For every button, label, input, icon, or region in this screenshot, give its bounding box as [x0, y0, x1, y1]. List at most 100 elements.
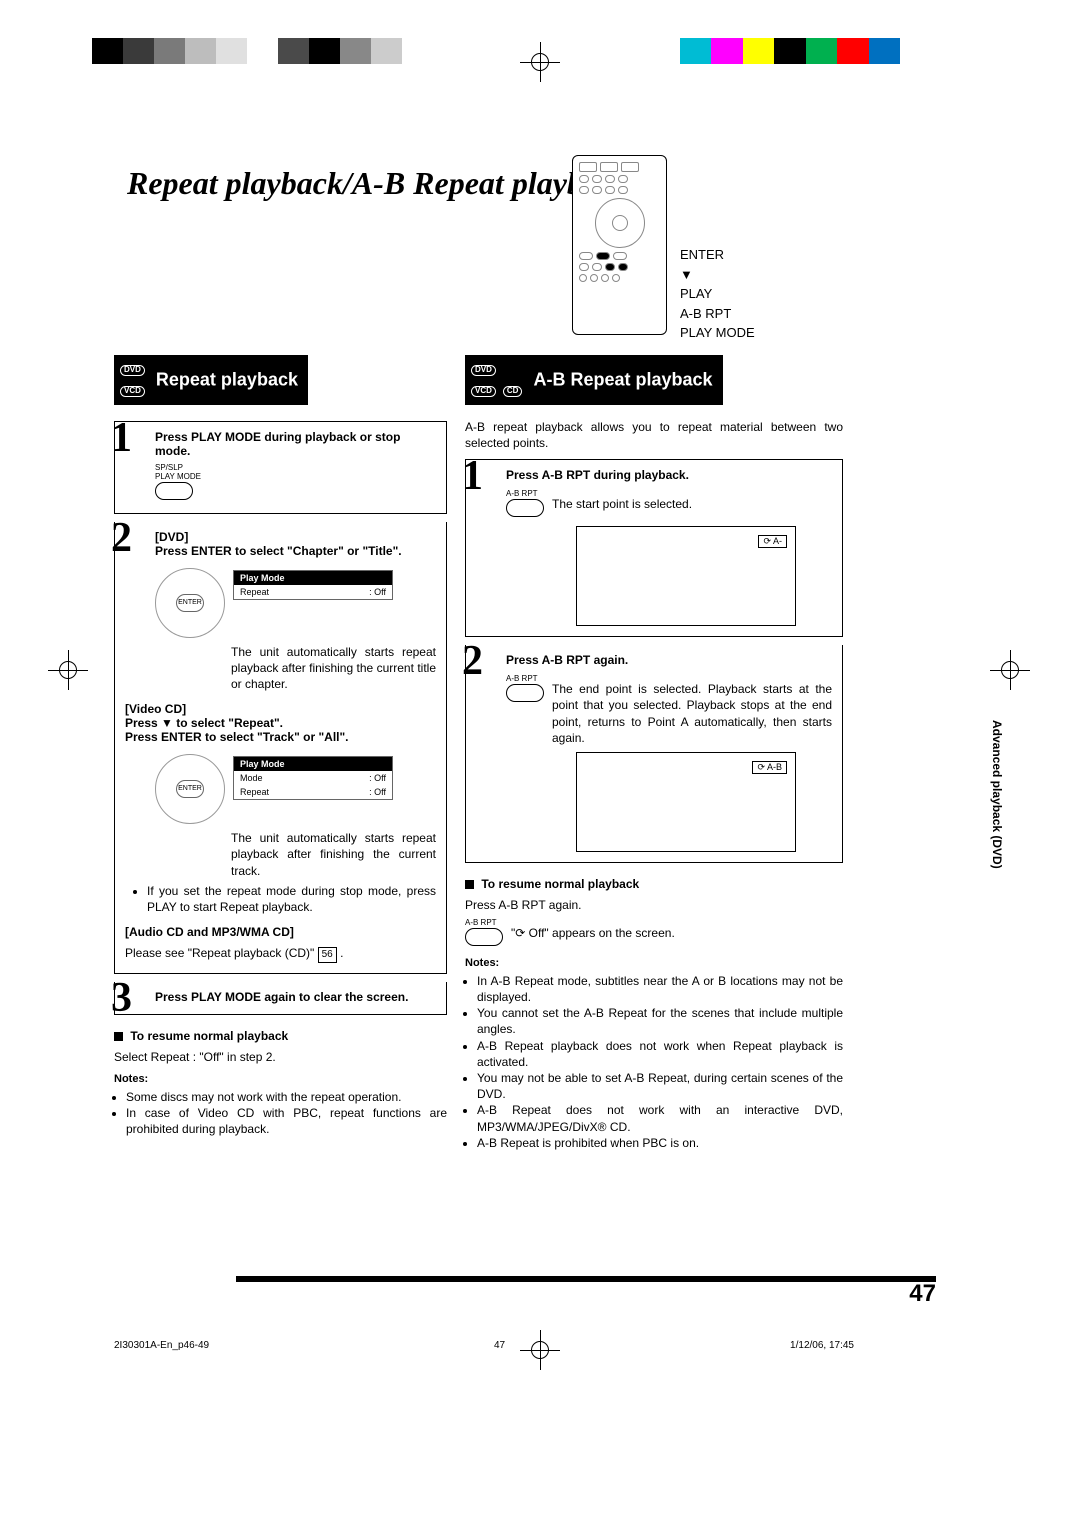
- screen-pane: ⟳ A-: [576, 526, 796, 626]
- enter-label: ENTER: [176, 594, 204, 612]
- step-2-bullet: If you set the repeat mode during stop m…: [147, 883, 436, 915]
- badge-dvd: DVD: [471, 365, 496, 376]
- page-title: Repeat playback/A-B Repeat playback: [127, 165, 629, 202]
- button-label: A-B RPT: [465, 919, 503, 928]
- badge-vcd: VCD: [471, 386, 496, 397]
- step-2-box: 2 [DVD] Press ENTER to select "Chapter" …: [114, 522, 447, 974]
- ab-step-2-box: 2 Press A-B RPT again. A-B RPT The end p…: [465, 645, 843, 863]
- button-label: A-B RPT: [506, 675, 544, 684]
- step-2-vcd-t1: Press ▼ to select "Repeat".: [125, 716, 436, 730]
- abrpt-button-icon: [506, 684, 544, 702]
- pm-key: Repeat: [240, 587, 269, 597]
- cropmark-right: [990, 650, 1030, 690]
- note-item: Some discs may not work with the repeat …: [126, 1089, 447, 1105]
- left-column: DVD VCD Repeat playback 1 Press PLAY MOD…: [114, 355, 447, 1137]
- dpad-icon: ENTER: [155, 754, 225, 824]
- step-3-title: Press PLAY MODE again to clear the scree…: [155, 990, 436, 1004]
- pm-val: : Off: [369, 587, 386, 597]
- ab-step-2-body: The end point is selected. Playback star…: [552, 681, 832, 746]
- step-2-vcd-t2: Press ENTER to select "Track" or "All".: [125, 730, 436, 744]
- ab-step-1-body: The start point is selected.: [552, 496, 832, 512]
- note-item: In case of Video CD with PBC, repeat fun…: [126, 1105, 447, 1137]
- page-number: 47: [909, 1280, 936, 1308]
- note-item: You may not be able to set A-B Repeat, d…: [477, 1070, 843, 1102]
- playmode-button-icon: [155, 482, 193, 500]
- step-number: 1: [111, 414, 132, 462]
- screen-chip: ⟳ A-: [758, 535, 787, 548]
- playmode-panel: Play Mode Repeat : Off: [233, 570, 393, 600]
- vcd-label: [Video CD]: [125, 702, 436, 716]
- pm-key: Mode: [240, 773, 263, 783]
- colorbar-color: [680, 38, 900, 64]
- pm-head: Play Mode: [234, 571, 392, 585]
- resume-heading: To resume normal playback: [465, 877, 843, 891]
- pm-head: Play Mode: [234, 757, 392, 771]
- step-2-vcd-body: The unit automatically starts repeat pla…: [231, 830, 436, 879]
- square-bullet-icon: [465, 880, 474, 889]
- remote-diagram: [572, 155, 667, 335]
- badge-cd: CD: [503, 386, 523, 397]
- step-1-title: Press PLAY MODE during playback or stop …: [155, 430, 436, 458]
- print-footer: 2I30301A-En_p46-49 47 1/12/06, 17:45: [114, 1340, 854, 1351]
- playmode-panel-2: Play Mode Mode: Off Repeat: Off: [233, 756, 393, 800]
- remote-label: PLAY: [680, 284, 755, 304]
- footer-right: 1/12/06, 17:45: [790, 1340, 854, 1351]
- remote-label: ▼: [680, 265, 755, 285]
- step-2-cd-body: Please see "Repeat playback (CD)" 56 .: [125, 945, 436, 963]
- square-bullet-icon: [114, 1032, 123, 1041]
- screen-chip: ⟳ A-B: [752, 761, 787, 774]
- note-item: A-B Repeat playback does not work when R…: [477, 1038, 843, 1070]
- cd-body-text: Please see "Repeat playback (CD)": [125, 946, 318, 960]
- note-item: A-B Repeat does not work with an interac…: [477, 1102, 843, 1134]
- section-title: A-B Repeat playback: [533, 370, 712, 390]
- ab-step-2-title: Press A-B RPT again.: [506, 653, 832, 667]
- resume-heading-text: To resume normal playback: [478, 877, 639, 891]
- section-header-repeat: DVD VCD Repeat playback: [114, 355, 308, 405]
- ab-intro: A-B repeat playback allows you to repeat…: [465, 419, 843, 451]
- step-3-box: 3 Press PLAY MODE again to clear the scr…: [114, 982, 447, 1015]
- remote-label: PLAY MODE: [680, 323, 755, 343]
- cd-label: [Audio CD and MP3/WMA CD]: [125, 925, 436, 939]
- resume-heading-text: To resume normal playback: [127, 1029, 288, 1043]
- notes-list: Some discs may not work with the repeat …: [114, 1089, 447, 1138]
- dvd-label: [DVD]: [155, 530, 436, 544]
- note-item: You cannot set the A-B Repeat for the sc…: [477, 1005, 843, 1037]
- resume-section: To resume normal playback Press A-B RPT …: [465, 877, 843, 949]
- remote-label: A-B RPT: [680, 304, 755, 324]
- note-item: In A-B Repeat mode, subtitles near the A…: [477, 973, 843, 1005]
- footer-mid: 47: [494, 1340, 505, 1351]
- remote-labels: ENTER ▼ PLAY A-B RPT PLAY MODE: [680, 245, 755, 343]
- ab-step-1-title: Press A-B RPT during playback.: [506, 468, 832, 482]
- dpad-icon: ENTER: [155, 568, 225, 638]
- step-2-dvd-title: Press ENTER to select "Chapter" or "Titl…: [155, 544, 436, 558]
- page: Repeat playback/A-B Repeat playback: [0, 0, 1080, 1528]
- button-label: A-B RPT: [506, 490, 544, 499]
- side-section-label: Advanced playback (DVD): [990, 720, 1004, 869]
- badge-dvd: DVD: [120, 365, 145, 376]
- page-ref: 56: [318, 947, 337, 963]
- badge-vcd: VCD: [120, 386, 145, 397]
- pm-key: Repeat: [240, 787, 269, 797]
- step-number: 1: [462, 452, 483, 500]
- pm-val: : Off: [369, 773, 386, 783]
- cropmark-top: [520, 42, 560, 82]
- enter-label: ENTER: [176, 780, 204, 798]
- button-label-bot: PLAY MODE: [155, 473, 436, 482]
- abrpt-button-icon: [506, 499, 544, 517]
- colorbar-grayscale: [92, 38, 402, 64]
- resume-off-text: "⟳ Off" appears on the screen.: [511, 925, 843, 941]
- resume-body: Select Repeat : "Off" in step 2.: [114, 1049, 447, 1065]
- notes-heading: Notes:: [114, 1073, 447, 1085]
- abrpt-button-icon: [465, 928, 503, 946]
- cropmark-left: [48, 650, 88, 690]
- page-number-rule: [236, 1276, 936, 1282]
- ab-step-1-box: 1 Press A-B RPT during playback. A-B RPT…: [465, 459, 843, 637]
- resume-body: Press A-B RPT again.: [465, 897, 843, 913]
- footer-left: 2I30301A-En_p46-49: [114, 1340, 209, 1351]
- right-column: DVD VCD CD A-B Repeat playback A-B repea…: [465, 355, 843, 1151]
- resume-heading: To resume normal playback: [114, 1029, 447, 1043]
- screen-pane: ⟳ A-B: [576, 752, 796, 852]
- step-2-dvd-body: The unit automatically starts repeat pla…: [231, 644, 436, 693]
- resume-section: To resume normal playback Select Repeat …: [114, 1029, 447, 1065]
- section-header-ab: DVD VCD CD A-B Repeat playback: [465, 355, 723, 405]
